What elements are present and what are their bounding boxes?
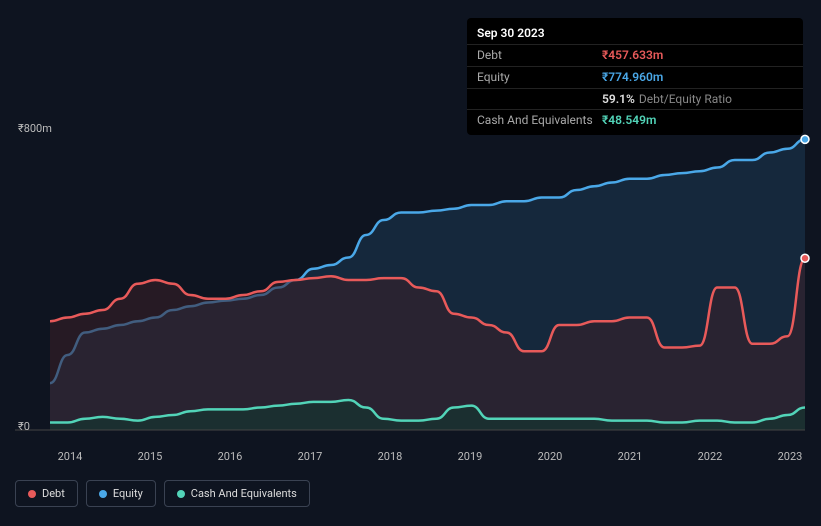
- legend-label: Equity: [113, 487, 143, 500]
- tooltip-label: Equity: [477, 69, 602, 86]
- tooltip-value: ₹457.633m: [602, 47, 663, 64]
- tooltip-row: Debt₹457.633m: [467, 44, 803, 66]
- chart-svg: [0, 120, 821, 465]
- x-tick-label: 2018: [370, 450, 410, 463]
- x-tick-label: 2019: [450, 450, 490, 463]
- tooltip-label: Debt: [477, 47, 602, 64]
- x-tick-label: 2020: [530, 450, 570, 463]
- legend-item[interactable]: Equity: [86, 480, 156, 507]
- tooltip-row: 59.1%Debt/Equity Ratio: [467, 88, 803, 110]
- legend-label: Cash And Equivalents: [191, 487, 297, 500]
- legend-dot: [177, 490, 185, 498]
- end-marker-equity: [801, 135, 809, 143]
- x-tick-label: 2023: [770, 450, 810, 463]
- y-max-label: ₹800m: [18, 122, 52, 135]
- end-marker-debt: [801, 254, 809, 262]
- x-tick-label: 2015: [130, 450, 170, 463]
- legend-item[interactable]: Cash And Equivalents: [164, 480, 310, 507]
- tooltip-label: [477, 91, 602, 108]
- legend-dot: [99, 490, 107, 498]
- x-axis-labels: 2014 2015 2016 2017 2018 2019 2020 2021 2022 2023: [50, 450, 810, 463]
- chart-plot: ₹800m ₹0: [0, 120, 821, 465]
- legend-item[interactable]: Debt: [15, 480, 78, 507]
- tooltip-date: Sep 30 2023: [467, 22, 803, 44]
- legend-label: Debt: [42, 487, 65, 500]
- tooltip-muted: Debt/Equity Ratio: [639, 91, 732, 108]
- x-tick-label: 2022: [690, 450, 730, 463]
- tooltip-row: Equity₹774.960m: [467, 66, 803, 88]
- x-tick-label: 2017: [290, 450, 330, 463]
- y-min-label: ₹0: [18, 420, 30, 433]
- x-tick-label: 2014: [50, 450, 90, 463]
- tooltip-value: 59.1%: [602, 91, 635, 108]
- legend-dot: [28, 490, 36, 498]
- x-tick-label: 2021: [610, 450, 650, 463]
- x-tick-label: 2016: [210, 450, 250, 463]
- tooltip-value: ₹774.960m: [602, 69, 663, 86]
- chart-legend: Debt Equity Cash And Equivalents: [15, 480, 310, 507]
- chart-tooltip: Sep 30 2023 Debt₹457.633mEquity₹774.960m…: [467, 18, 803, 135]
